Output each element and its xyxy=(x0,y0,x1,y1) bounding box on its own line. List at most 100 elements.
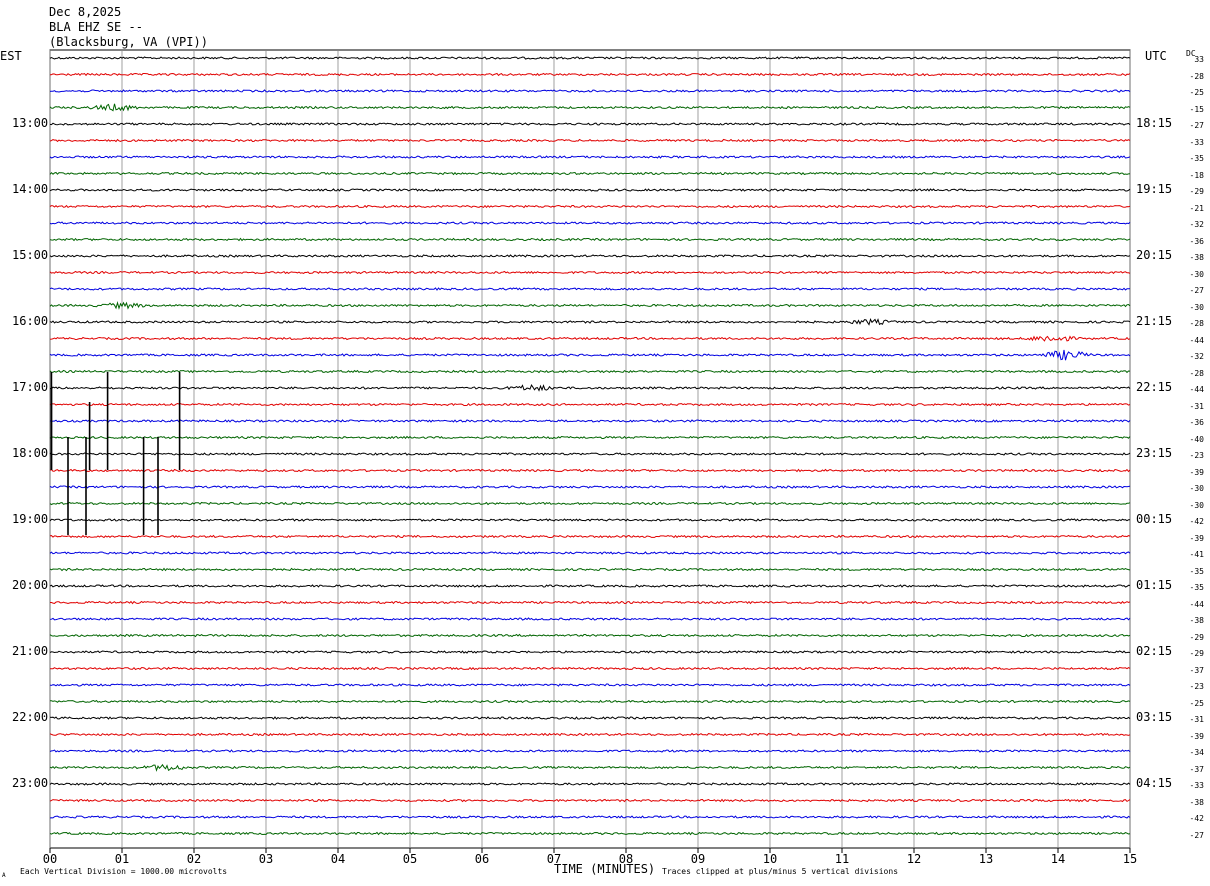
utc-hour-label: 02:15 xyxy=(1136,644,1173,658)
trace-line xyxy=(49,782,1131,786)
trace-line xyxy=(49,633,1131,638)
utc-hour-label: 18:15 xyxy=(1136,116,1173,130)
dc-offset-label: -36 xyxy=(1189,236,1204,246)
x-tick-label: 04 xyxy=(330,852,346,866)
utc-hour-label: 22:15 xyxy=(1136,380,1173,394)
trace-line xyxy=(49,749,1131,753)
x-tick-label: 07 xyxy=(546,852,562,866)
dc-offset-label: -36 xyxy=(1189,418,1204,427)
dc-offset-label: -35 xyxy=(1189,583,1204,592)
dc-offset-label: -30 xyxy=(1189,269,1204,279)
corner-mark: A xyxy=(2,872,6,879)
trace-line xyxy=(49,318,1131,326)
est-hour-label: 15:00 xyxy=(12,248,49,262)
dc-offset-label: -34 xyxy=(1189,748,1204,757)
x-axis-label: TIME (MINUTES) xyxy=(554,862,656,876)
trace-line xyxy=(49,188,1131,192)
trace-line xyxy=(49,300,1131,310)
trace-line xyxy=(49,419,1131,423)
dc-offset-label: -33 xyxy=(1189,781,1204,790)
dc-offset-label: -32 xyxy=(1189,352,1204,361)
est-hour-label: 23:00 xyxy=(12,776,49,790)
trace-line xyxy=(49,650,1131,654)
trace-line xyxy=(49,287,1131,291)
utc-hour-label: 20:15 xyxy=(1136,248,1173,262)
dc-offset-label: -39 xyxy=(1189,533,1204,543)
dc-offset-label: -42 xyxy=(1189,517,1204,526)
trace-line xyxy=(49,402,1131,407)
dc-offset-label: -44 xyxy=(1189,599,1204,609)
trace-line xyxy=(49,534,1131,539)
x-tick-label: 10 xyxy=(762,852,778,866)
dc-offset-label: -40 xyxy=(1189,434,1204,444)
dc-offset-label: -42 xyxy=(1189,814,1204,823)
est-hour-label: 22:00 xyxy=(12,710,49,724)
dc-offset-label: -31 xyxy=(1189,715,1204,724)
trace-line xyxy=(49,171,1131,176)
x-tick-label: 03 xyxy=(258,852,274,866)
x-tick-label: 12 xyxy=(906,852,922,866)
header-date: Dec 8,2025 xyxy=(49,5,122,19)
plot-frame xyxy=(49,49,1131,849)
dc-offset-label: -38 xyxy=(1189,253,1204,262)
dc-offset-label: -18 xyxy=(1189,170,1204,180)
header-location: (Blacksburg, VA (VPI)) xyxy=(49,35,208,49)
trace-line xyxy=(49,501,1131,506)
trace-line xyxy=(49,122,1131,126)
trace-line xyxy=(49,369,1131,374)
est-hour-label: 13:00 xyxy=(12,116,49,130)
dc-offset-label: -38 xyxy=(1189,797,1204,807)
x-tick-label: 11 xyxy=(834,852,850,866)
utc-hour-label: 00:15 xyxy=(1136,512,1173,526)
trace-line xyxy=(49,155,1131,159)
trace-line xyxy=(49,763,1131,772)
est-hour-label: 18:00 xyxy=(12,446,49,460)
dc-offset-label: -41 xyxy=(1189,550,1204,559)
dc-offset-label: -27 xyxy=(1189,830,1204,840)
est-hour-label: 19:00 xyxy=(12,512,49,526)
x-tick-label: 13 xyxy=(978,852,994,866)
dc-offset-label: -28 xyxy=(1189,319,1204,328)
dc-offset-label: -28 xyxy=(1189,368,1204,378)
dc-offset-label: -32 xyxy=(1189,220,1204,229)
dc-offset-label: -44 xyxy=(1189,335,1204,345)
trace-line xyxy=(49,384,1131,392)
scale-note: Each Vertical Division = 1000.00 microvo… xyxy=(20,867,228,876)
header-station: BLA EHZ SE -- xyxy=(49,20,143,34)
dc-offset-label: -30 xyxy=(1189,500,1204,510)
utc-hour-label: 23:15 xyxy=(1136,446,1173,460)
trace-line xyxy=(49,89,1131,93)
est-hour-label: 20:00 xyxy=(12,578,49,592)
trace-line xyxy=(49,335,1131,342)
trace-line xyxy=(49,72,1131,77)
trace-line xyxy=(49,349,1131,361)
trace-line xyxy=(49,254,1131,258)
dc-offset-label: -29 xyxy=(1189,187,1204,196)
trace-line xyxy=(50,699,1131,704)
dc-offset-label: -27 xyxy=(1189,121,1204,130)
x-tick-label: 05 xyxy=(402,852,418,866)
trace-line xyxy=(49,798,1131,803)
dc-offset-label: -38 xyxy=(1189,616,1204,625)
x-tick-label: 01 xyxy=(114,852,130,866)
dc-offset-label: -25 xyxy=(1189,698,1204,708)
utc-hour-label: 21:15 xyxy=(1136,314,1173,328)
trace-line xyxy=(49,518,1131,522)
trace-line xyxy=(50,666,1131,671)
trace-line xyxy=(49,617,1131,621)
trace-line xyxy=(49,584,1131,588)
dc-offset-label: -25 xyxy=(1189,88,1204,97)
trace-line xyxy=(50,600,1131,605)
dc-offset-label: -37 xyxy=(1189,764,1204,774)
trace-line xyxy=(49,683,1131,687)
dc-offset-label: -27 xyxy=(1189,286,1204,295)
x-tick-label: 02 xyxy=(186,852,202,866)
utc-hour-label: 04:15 xyxy=(1136,776,1173,790)
dc-offset-label: -23 xyxy=(1189,451,1204,460)
trace-line xyxy=(49,103,1131,112)
dc-offset-label: -39 xyxy=(1189,731,1204,741)
est-axis-title: EST xyxy=(0,49,22,63)
x-tick-label: 08 xyxy=(618,852,634,866)
est-hour-label: 17:00 xyxy=(12,380,49,394)
